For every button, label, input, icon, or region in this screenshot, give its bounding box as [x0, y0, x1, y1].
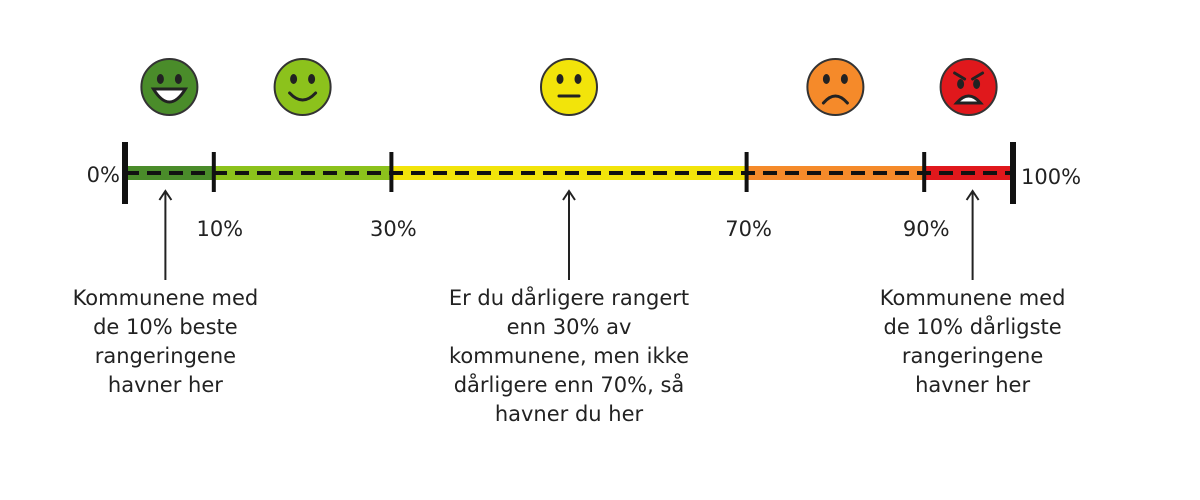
tick-label: 70%	[725, 217, 772, 241]
note-line: havner her	[915, 373, 1030, 397]
note-line: Kommunene med	[73, 286, 259, 310]
face	[806, 58, 865, 116]
face	[540, 58, 598, 116]
mouth	[953, 94, 984, 105]
arrow-head	[158, 189, 173, 201]
tick-label: 0%	[87, 163, 120, 187]
note-line: de 10% beste	[93, 315, 238, 339]
eye	[174, 74, 182, 84]
note-line: Kommunene med	[880, 286, 1066, 310]
mouth	[821, 94, 849, 105]
tick-label: 90%	[903, 217, 950, 241]
note-line: enn 30% av	[507, 315, 632, 339]
eye	[574, 74, 582, 84]
tick-label: 10%	[196, 217, 243, 241]
eye	[556, 74, 564, 84]
tick-label: 100%	[1021, 165, 1081, 189]
mouth	[288, 91, 318, 102]
face	[140, 58, 199, 116]
note-line: kommunene, men ikke	[449, 344, 689, 368]
note-line: havner du her	[495, 402, 644, 426]
arrow-head	[965, 189, 980, 201]
eye	[957, 79, 965, 89]
note-line: dårligere enn 70%, så	[454, 372, 685, 397]
mouth	[150, 87, 189, 104]
face	[939, 58, 998, 116]
eye	[822, 74, 830, 84]
note-line: de 10% dårligste	[883, 314, 1061, 339]
eye	[973, 79, 981, 89]
arrow-head	[562, 189, 576, 201]
face-icon	[140, 58, 199, 116]
note-line: rangeringene	[902, 344, 1043, 368]
face-icon	[806, 58, 865, 116]
note-line: rangeringene	[95, 344, 236, 368]
face-icon	[939, 58, 998, 116]
eye	[156, 74, 164, 84]
mouth	[953, 71, 985, 81]
eye	[290, 74, 298, 84]
eye	[840, 74, 848, 84]
tick-label: 30%	[370, 217, 417, 241]
face	[273, 58, 332, 116]
face-icon	[540, 58, 598, 116]
eye	[308, 74, 316, 84]
face-icon	[273, 58, 332, 116]
note-line: Er du dårligere rangert	[449, 285, 689, 310]
note-line: havner her	[108, 373, 223, 397]
